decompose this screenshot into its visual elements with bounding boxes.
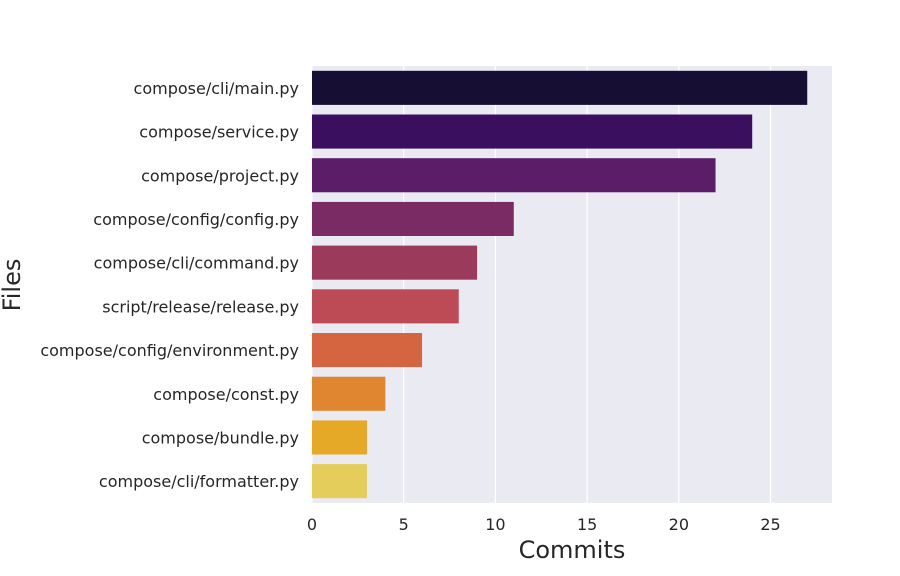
bar: [312, 114, 753, 149]
x-tick-label: 15: [577, 515, 597, 534]
y-tick-label: compose/project.py: [141, 166, 299, 185]
bars: [312, 70, 808, 499]
y-tick-labels: compose/cli/main.py compose/service.py com…: [40, 79, 299, 491]
bar: [312, 333, 423, 368]
y-tick-label: script/release/release.py: [102, 297, 299, 316]
y-axis-title: Files: [0, 259, 26, 312]
y-tick-label: compose/cli/command.py: [94, 254, 299, 273]
y-tick-label: compose/config/config.py: [93, 210, 299, 229]
x-tick-label: 0: [307, 515, 317, 534]
bar: [312, 376, 386, 411]
bar: [312, 245, 478, 280]
bar: [312, 201, 514, 236]
x-tick-label: 5: [399, 515, 409, 534]
y-tick-label: compose/bundle.py: [142, 428, 299, 447]
y-tick-label: compose/config/environment.py: [40, 341, 299, 360]
x-tick-label: 20: [669, 515, 689, 534]
y-tick-label: compose/service.py: [139, 123, 299, 142]
x-axis-title: Commits: [519, 536, 626, 564]
x-tick-label: 10: [485, 515, 505, 534]
y-tick-label: compose/cli/formatter.py: [99, 472, 299, 491]
y-tick-label: compose/cli/main.py: [134, 79, 299, 98]
x-tick-label: 25: [760, 515, 780, 534]
x-tick-labels: 0 5 10 15 20 25: [307, 515, 781, 534]
bar: [312, 70, 808, 105]
y-tick-label: compose/const.py: [153, 385, 299, 404]
bar: [312, 420, 368, 455]
bar: [312, 289, 459, 324]
bar: [312, 158, 716, 193]
bar: [312, 464, 368, 499]
